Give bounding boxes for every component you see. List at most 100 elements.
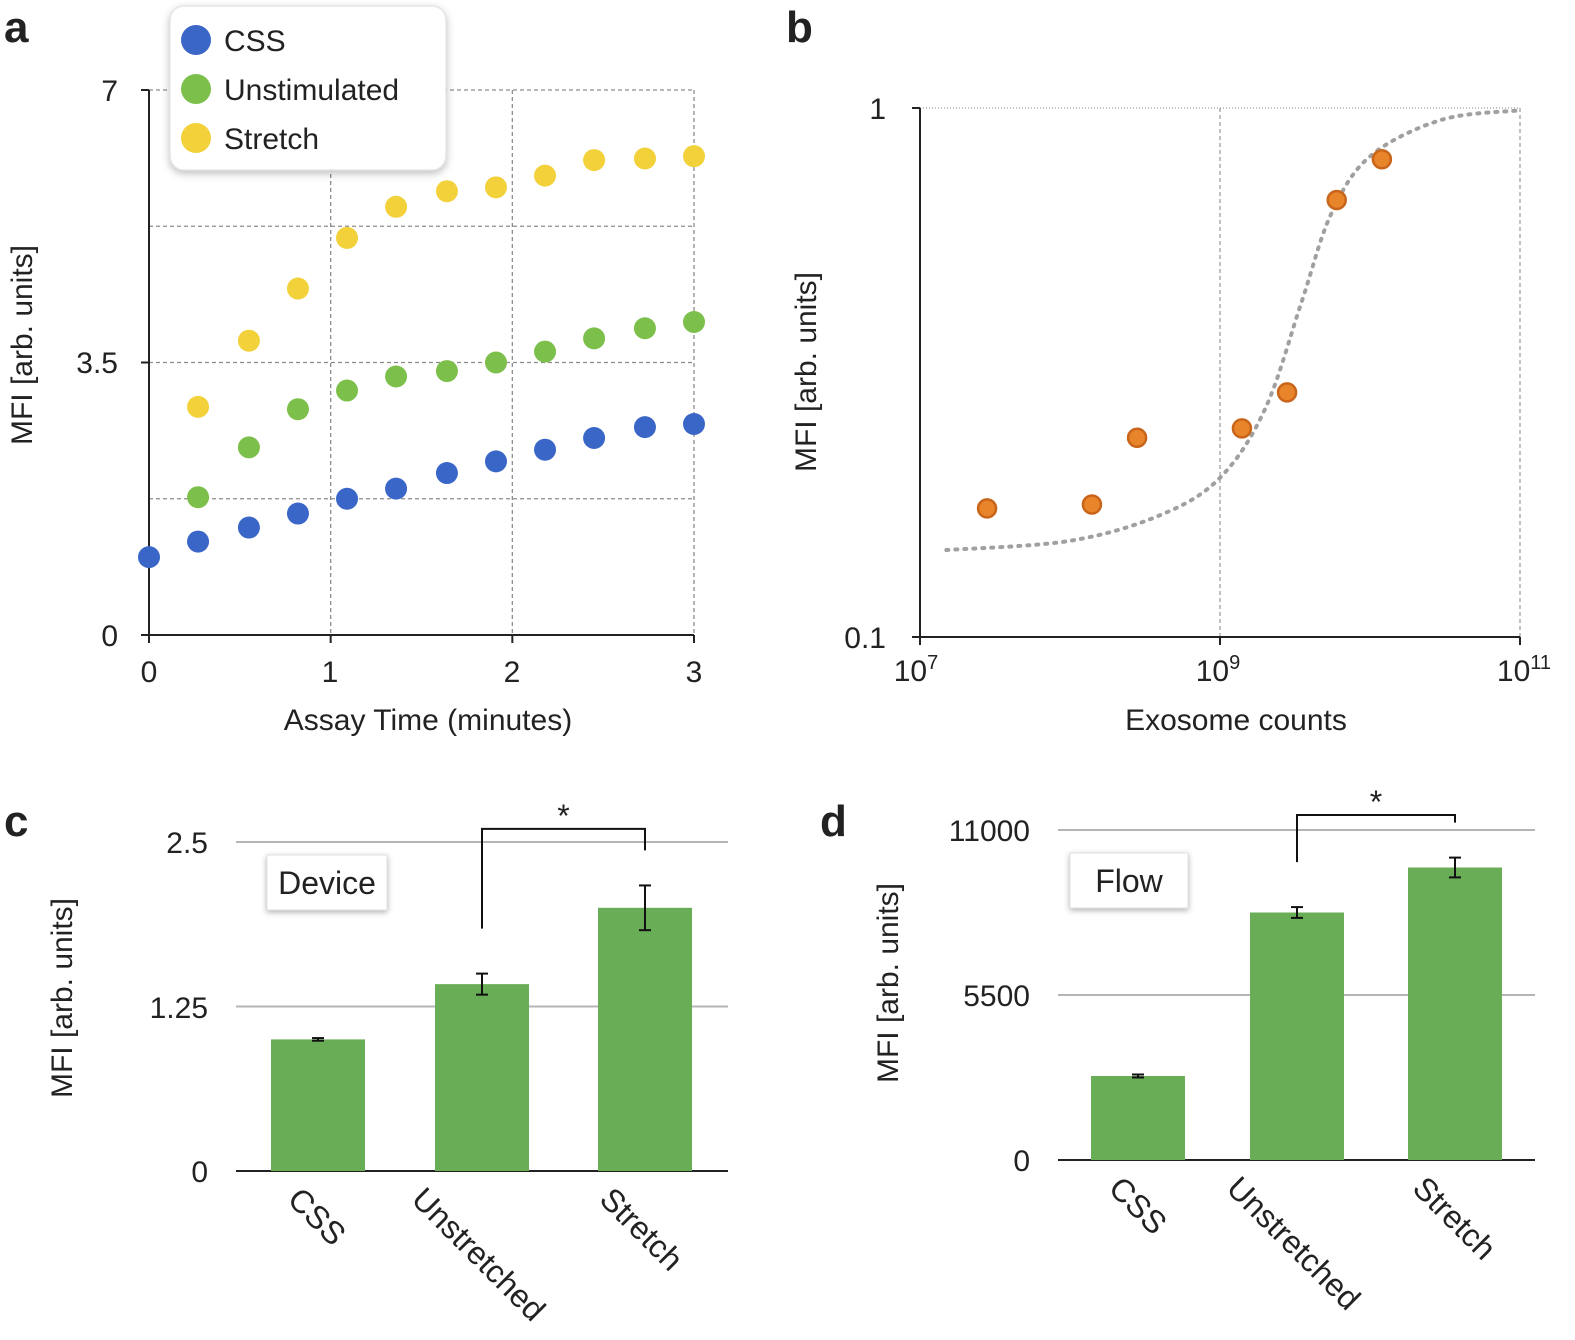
b-x-tick-label: 107 — [894, 652, 939, 688]
a-y-tick-label: 0 — [101, 620, 118, 653]
b-x-tick-label: 109 — [1196, 652, 1241, 688]
a-point-unstimulated — [435, 360, 458, 383]
a-x-tick-label: 0 — [141, 656, 158, 689]
b-fit-curve — [944, 108, 1522, 553]
a-x-tick-label: 1 — [322, 656, 339, 689]
a-point-css — [534, 438, 557, 461]
b-y-axis-title: MFI [arb. units] — [790, 272, 823, 472]
b-y-tick-label: 0.1 — [844, 622, 886, 655]
a-legend-box — [169, 5, 447, 171]
a-point-unstimulated — [534, 340, 557, 363]
b-point-exosome — [1081, 494, 1103, 515]
panel-d-chart: 0 5500 11000 MFI [arb. units] * CSS Unst… — [872, 784, 1535, 1317]
c-y-tick-label: 2.5 — [166, 827, 208, 860]
a-point-unstimulated — [286, 398, 309, 421]
b-point-exosome — [1371, 149, 1393, 170]
d-category-label: Unstretched — [1220, 1169, 1367, 1316]
legend-label-css: CSS — [224, 25, 286, 58]
panel-b-letter: b — [786, 3, 813, 52]
c-y-axis-title: MFI [arb. units] — [46, 898, 79, 1098]
a-point-css — [385, 477, 408, 500]
a-point-unstimulated — [583, 327, 606, 350]
a-point-unstimulated — [187, 486, 210, 509]
b-x-tick-label: 1011 — [1497, 652, 1551, 688]
a-x-tick-label: 3 — [686, 656, 703, 689]
b-x-axis-title: Exosome counts — [1125, 704, 1347, 737]
panel-b-chart: 0.1 1 107 109 1011 Exosome counts MFI [a… — [790, 93, 1551, 737]
a-point-css — [138, 546, 160, 569]
a-x-axis-title: Assay Time (minutes) — [284, 704, 572, 737]
b-x-tick-exp: 7 — [927, 652, 938, 674]
a-legend: CSS Unstimulated Stretch — [169, 5, 447, 171]
b-x-tick-exp: 11 — [1530, 652, 1551, 674]
c-y-tick-label: 0 — [191, 1156, 208, 1189]
a-point-stretch — [336, 226, 359, 249]
a-point-unstimulated — [484, 351, 507, 374]
a-point-css — [336, 487, 359, 510]
a-point-stretch — [435, 180, 458, 203]
a-y-tick-label: 7 — [101, 75, 118, 108]
a-point-unstimulated — [385, 365, 408, 388]
legend-marker-unstimulated — [181, 74, 211, 104]
c-box-label-text: Device — [278, 865, 376, 901]
c-bar — [271, 1039, 365, 1171]
panel-a-chart: 0 1 2 3 0 3.5 7 Assay Time (minutes) MFI… — [6, 5, 705, 737]
a-point-stretch — [633, 147, 656, 170]
d-category-label: Stretch — [1406, 1169, 1503, 1266]
a-y-axis-title: MFI [arb. units] — [6, 245, 39, 445]
c-category-label: Unstretched — [405, 1180, 552, 1327]
d-bar — [1408, 867, 1502, 1160]
a-point-css — [484, 450, 507, 473]
a-point-stretch — [683, 145, 705, 168]
a-x-tick-label: 2 — [504, 656, 521, 689]
c-significance-bracket — [481, 827, 646, 929]
a-point-unstimulated — [336, 379, 359, 402]
a-point-unstimulated — [237, 436, 260, 459]
b-point-exosome — [1231, 418, 1253, 439]
c-bar — [435, 984, 529, 1171]
a-point-stretch — [583, 149, 606, 172]
a-point-stretch — [187, 395, 210, 418]
panel-a-letter: a — [4, 3, 29, 52]
b-x-tick-base: 10 — [894, 655, 927, 688]
a-point-stretch — [534, 164, 557, 187]
legend-marker-stretch — [181, 123, 211, 153]
c-box-label-frame — [266, 854, 388, 911]
a-point-stretch — [385, 195, 408, 218]
panel-d-letter: d — [820, 797, 847, 846]
d-significance-star: * — [1370, 784, 1382, 820]
a-point-css — [435, 462, 458, 485]
d-bar — [1250, 912, 1344, 1160]
a-point-css — [683, 413, 705, 436]
c-category-label: CSS — [281, 1180, 353, 1252]
d-box-label-text: Flow — [1095, 863, 1163, 899]
d-y-tick-label: 0 — [1013, 1145, 1030, 1178]
a-point-css — [633, 416, 656, 439]
legend-marker-css — [181, 25, 211, 55]
d-box-label-frame — [1069, 852, 1189, 909]
b-x-tick-base: 10 — [1497, 655, 1530, 688]
a-point-stretch — [286, 277, 309, 300]
b-point-exosome — [1276, 382, 1298, 403]
c-y-tick-label: 1.25 — [150, 992, 208, 1025]
b-x-tick-base: 10 — [1196, 655, 1229, 688]
d-box-label: Flow — [1069, 852, 1189, 909]
b-x-tick-exp: 9 — [1229, 652, 1240, 674]
a-y-tick-label: 3.5 — [76, 347, 118, 380]
b-point-exosome — [976, 498, 998, 519]
a-point-stretch — [484, 176, 507, 199]
d-y-axis-title: MFI [arb. units] — [872, 883, 905, 1083]
b-point-exosome — [1326, 189, 1347, 211]
panel-c-chart: 0 1.25 2.5 MFI [arb. units] * CSS Unstre… — [46, 798, 728, 1328]
a-point-unstimulated — [683, 311, 705, 334]
legend-label-unstimulated: Unstimulated — [224, 74, 399, 107]
panel-c-letter: c — [4, 797, 28, 846]
a-point-css — [286, 502, 309, 525]
a-point-css — [187, 530, 210, 553]
d-y-tick-label: 11000 — [949, 815, 1030, 848]
a-point-css — [583, 427, 606, 450]
d-y-tick-label: 5500 — [963, 980, 1030, 1013]
d-category-label: CSS — [1102, 1169, 1174, 1241]
c-bar — [598, 907, 692, 1171]
